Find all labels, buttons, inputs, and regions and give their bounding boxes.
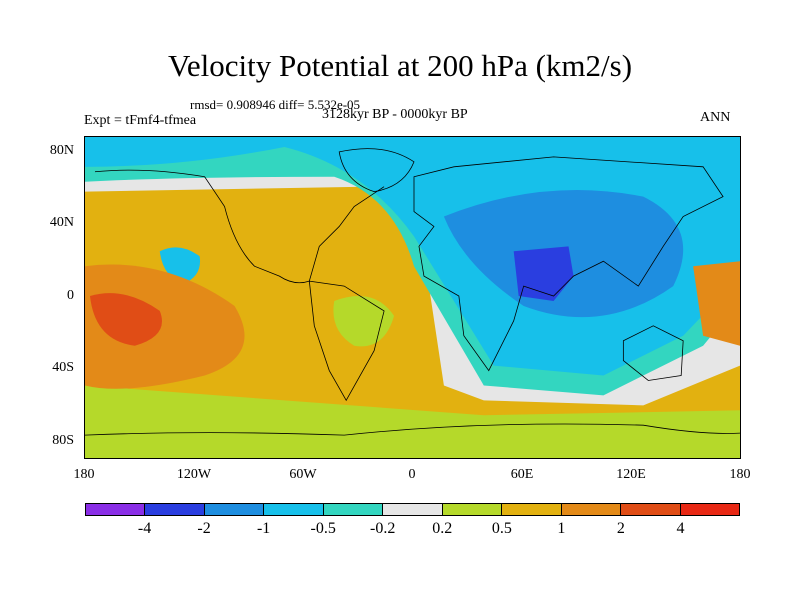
colorbar-label: -1 [256,520,271,537]
lat-label-40n: 40N [49,215,74,230]
velocity-potential-map [84,136,741,459]
lon-label-180w: 180 [73,467,95,482]
lat-label-40s: 40S [52,360,74,375]
lat-label-0: 0 [67,288,74,303]
wpacific-orange-region [693,261,740,346]
colorbar-label: 1 [557,520,566,537]
lat-label-80s: 80S [52,433,74,448]
colorbar-segment [145,504,205,515]
coastline-south-america [308,280,385,402]
chart-title: Velocity Potential at 200 hPa (km2/s) [167,48,633,83]
stats-line: rmsd= 0.908946 diff= 5.532e-05 [190,97,361,112]
colorbar-label: 0.2 [432,520,453,537]
period-label: 3128kyr BP - 0000kyr BP [322,107,468,122]
lon-label-120w: 120W [176,467,212,482]
coastline-north-america [94,169,385,284]
colorbar-label: -0.5 [310,520,336,537]
colorbar-segment [204,504,265,515]
coastline-africa-eurasia [413,156,724,372]
spacific-maximum [89,293,162,346]
colorbar-segment [561,504,622,515]
colorbar-label: -2 [197,520,211,537]
colorbar-segment [323,504,384,515]
lon-label-0: 0 [408,467,416,482]
colorbar-segment [86,504,146,515]
colorbar-segment [680,504,739,515]
colorbar-label: -0.2 [370,520,396,537]
lon-label-60e: 60E [510,467,534,482]
colorbar-label: 4 [676,520,685,537]
southern-ocean-band [85,385,740,458]
colorbar-segment [621,504,681,515]
experiment-label: Expt = tFmf4-tfmea [84,113,197,128]
colorbar-segment [442,504,503,515]
coastline-antarctica [85,423,740,436]
coastline-greenland [338,148,415,193]
colorbar-label: 2 [616,520,625,537]
season-label: ANN [700,110,731,125]
colorbar-label: -4 [137,520,152,537]
lon-label-60w: 60W [289,467,317,482]
lat-label-80n: 80N [49,143,74,158]
south-america-green-blob [333,296,395,347]
colorbar-label: 0.5 [491,520,512,537]
colorbar-segment [502,504,562,515]
colorbar-segment [383,504,443,515]
lon-label-120e: 120E [616,467,646,482]
colorbar-segment [264,504,324,515]
coastline-australia [622,325,684,381]
lon-label-180e: 180 [729,467,751,482]
colorbar [85,503,740,516]
